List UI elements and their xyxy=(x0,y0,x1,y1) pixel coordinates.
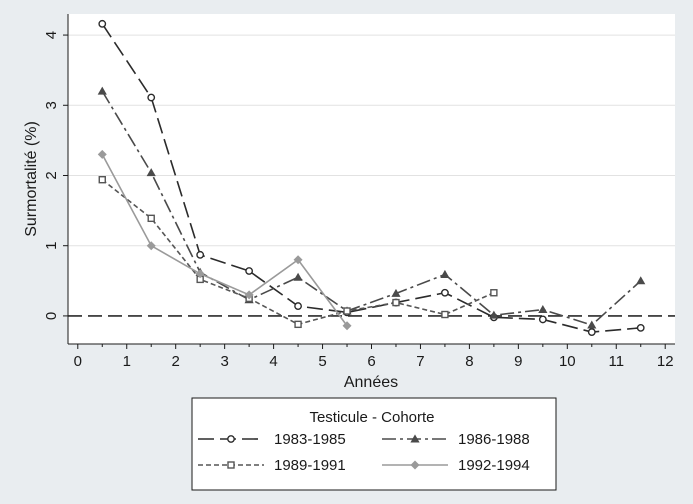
data-point xyxy=(293,272,303,281)
data-point xyxy=(146,168,156,177)
data-point xyxy=(410,460,420,470)
legend-item: 1986-1988 xyxy=(382,431,530,448)
y-tick-label: 2 xyxy=(43,171,60,179)
x-tick-label: 7 xyxy=(416,353,424,370)
series-line xyxy=(101,23,641,333)
data-point xyxy=(391,288,401,297)
x-tick-label: 0 xyxy=(74,353,82,370)
y-tick-label: 1 xyxy=(43,242,60,250)
x-tick-label: 12 xyxy=(657,353,674,370)
data-point xyxy=(147,93,156,102)
data-point xyxy=(440,269,450,278)
data-point xyxy=(244,290,254,300)
data-point xyxy=(587,320,597,329)
x-tick-label: 11 xyxy=(608,353,624,370)
data-point xyxy=(245,267,254,275)
plot-area xyxy=(68,14,675,344)
data-point xyxy=(294,320,302,329)
data-point xyxy=(196,250,205,259)
grid-lines xyxy=(68,34,675,247)
legend-box xyxy=(191,397,557,491)
data-point xyxy=(147,214,155,223)
x-tick-label: 9 xyxy=(514,353,522,370)
data-point xyxy=(294,302,302,310)
x-tick-label: 3 xyxy=(220,353,228,370)
legend-label: 1983-1985 xyxy=(274,431,346,448)
data-point xyxy=(441,288,449,297)
y-tick-label: 0 xyxy=(43,312,60,320)
x-tick-label: 8 xyxy=(465,353,473,370)
y-axis-title: Surmortalité (%) xyxy=(23,121,40,237)
data-point xyxy=(538,315,547,324)
data-point xyxy=(227,461,235,469)
legend-item: 1992-1994 xyxy=(382,457,530,474)
data-point xyxy=(97,149,107,159)
data-point xyxy=(392,298,400,307)
data-point xyxy=(490,289,498,297)
data-point xyxy=(489,310,499,319)
series-line xyxy=(101,154,348,327)
data-point xyxy=(195,269,205,279)
y-tick-label: 3 xyxy=(43,101,60,109)
series-1992-1994 xyxy=(97,149,352,331)
data-point xyxy=(441,310,449,319)
data-point xyxy=(538,304,548,314)
legend-label: 1989-1991 xyxy=(274,457,346,474)
data-point xyxy=(636,323,645,332)
x-tick-label: 2 xyxy=(172,353,180,370)
data-point xyxy=(587,328,596,336)
x-axis-title: Années xyxy=(344,374,398,391)
x-tick-label: 10 xyxy=(559,353,576,370)
series-1989-1991 xyxy=(98,176,498,329)
x-tick-label: 4 xyxy=(269,353,277,370)
y-tick-label: 4 xyxy=(43,31,60,39)
legend-item: 1983-1985 xyxy=(198,431,346,448)
legend-title: Testicule - Cohorte xyxy=(309,409,434,426)
data-point xyxy=(98,176,106,184)
series-layer xyxy=(97,19,646,336)
legend-label: 1992-1994 xyxy=(458,457,530,474)
x-tick-label: 6 xyxy=(367,353,375,370)
x-tick-label: 1 xyxy=(123,353,131,370)
data-point xyxy=(293,255,303,265)
series-line xyxy=(101,90,642,326)
data-point xyxy=(227,435,235,443)
legend-items: 1983-1985 1986-1988 1989-1991 1992-1994 xyxy=(198,431,530,474)
legend-item: 1989-1991 xyxy=(198,457,346,474)
data-point xyxy=(146,241,156,251)
x-tick-label: 5 xyxy=(318,353,326,370)
legend: Testicule - Cohorte 1983-1985 1986-198819… xyxy=(191,397,557,491)
data-point xyxy=(636,276,646,285)
data-point xyxy=(98,19,107,28)
data-point xyxy=(410,434,420,443)
data-point xyxy=(97,86,107,95)
legend-label: 1986-1988 xyxy=(458,431,530,448)
data-point xyxy=(343,307,351,315)
data-point xyxy=(342,321,352,331)
